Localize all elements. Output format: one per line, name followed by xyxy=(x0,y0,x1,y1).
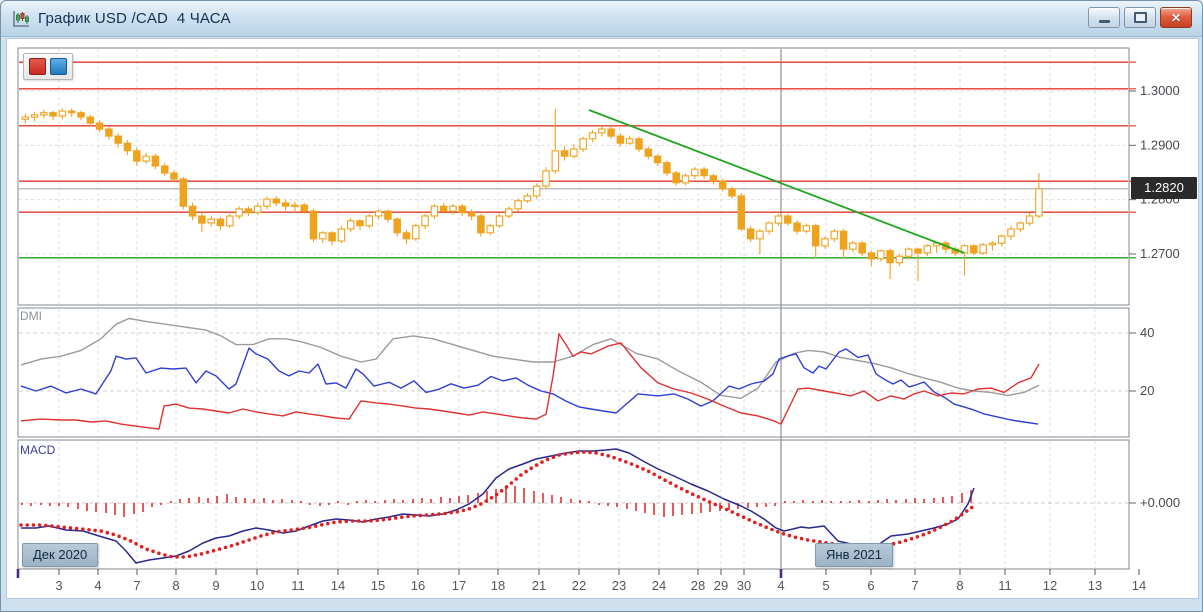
svg-text:16: 16 xyxy=(411,578,425,593)
svg-text:30: 30 xyxy=(737,578,751,593)
close-button[interactable]: ✕ xyxy=(1160,7,1192,28)
svg-text:24: 24 xyxy=(652,578,666,593)
svg-text:+0.000: +0.000 xyxy=(1140,495,1180,510)
svg-text:4: 4 xyxy=(777,578,784,593)
svg-text:20: 20 xyxy=(1140,383,1154,398)
window-controls: ✕ xyxy=(1088,7,1192,28)
svg-text:14: 14 xyxy=(1132,578,1146,593)
svg-text:17: 17 xyxy=(452,578,466,593)
title-bar[interactable]: График USD /CAD 4 ЧАСА ✕ xyxy=(1,1,1202,37)
time-axis: 3 4 7 8 9 10 11 14 15 16 17 18 21 22 23 24 28 29 30 4 5 6 7 8 11… xyxy=(16,569,1146,593)
svg-text:5: 5 xyxy=(822,578,829,593)
svg-text:14: 14 xyxy=(331,578,345,593)
svg-text:15: 15 xyxy=(371,578,385,593)
panel-frame xyxy=(17,47,1130,306)
current-price-badge: 1.2820 xyxy=(1131,177,1197,199)
svg-text:3: 3 xyxy=(55,578,62,593)
blue-object-button[interactable] xyxy=(50,58,67,75)
macd-pane-label: MACD xyxy=(20,443,56,457)
dmi-plus-di-line xyxy=(20,347,1039,425)
svg-text:10: 10 xyxy=(250,578,264,593)
svg-text:1.2700: 1.2700 xyxy=(1140,246,1180,261)
svg-text:40: 40 xyxy=(1140,325,1154,340)
window-title: График USD /CAD 4 ЧАСА xyxy=(38,10,231,27)
candlestick-series xyxy=(21,108,1043,282)
red-object-button[interactable] xyxy=(29,58,46,75)
horizontal-level-lines xyxy=(19,61,1128,259)
svg-text:8: 8 xyxy=(956,578,963,593)
month-badge-jan-2021: Янв 2021 xyxy=(815,543,894,567)
svg-text:23: 23 xyxy=(612,578,626,593)
minimize-icon xyxy=(1098,19,1110,23)
descending-trendline xyxy=(588,109,965,254)
svg-text:9: 9 xyxy=(212,578,219,593)
svg-text:13: 13 xyxy=(1088,578,1102,593)
macd-histogram xyxy=(21,486,972,517)
dmi-minus-di-line xyxy=(20,333,1040,430)
svg-text:8: 8 xyxy=(172,578,179,593)
svg-text:1.3000: 1.3000 xyxy=(1140,83,1180,98)
svg-text:11: 11 xyxy=(291,578,305,593)
dmi-adx-line xyxy=(20,317,1040,399)
maximize-button[interactable] xyxy=(1124,7,1156,28)
svg-text:12: 12 xyxy=(1043,578,1057,593)
svg-text:11: 11 xyxy=(998,578,1012,593)
svg-text:18: 18 xyxy=(491,578,505,593)
svg-text:7: 7 xyxy=(911,578,918,593)
svg-text:4: 4 xyxy=(94,578,101,593)
dmi-pane-label: DMI xyxy=(20,309,42,323)
svg-text:21: 21 xyxy=(532,578,546,593)
macd-line xyxy=(21,448,975,564)
svg-text:22: 22 xyxy=(572,578,586,593)
panel-frame xyxy=(17,307,1130,438)
chart-object-toolbar xyxy=(23,53,73,80)
close-icon: ✕ xyxy=(1170,10,1182,25)
svg-text:28: 28 xyxy=(691,578,705,593)
maximize-icon xyxy=(1133,12,1147,23)
svg-text:6: 6 xyxy=(867,578,874,593)
svg-text:7: 7 xyxy=(133,578,140,593)
panel-frame xyxy=(17,439,1130,570)
minimize-button[interactable] xyxy=(1088,7,1120,28)
candlestick-chart-icon xyxy=(11,9,31,29)
svg-text:29: 29 xyxy=(714,578,728,593)
svg-text:1.2900: 1.2900 xyxy=(1140,137,1180,152)
month-badge-dec-2020: Дек 2020 xyxy=(22,543,99,567)
